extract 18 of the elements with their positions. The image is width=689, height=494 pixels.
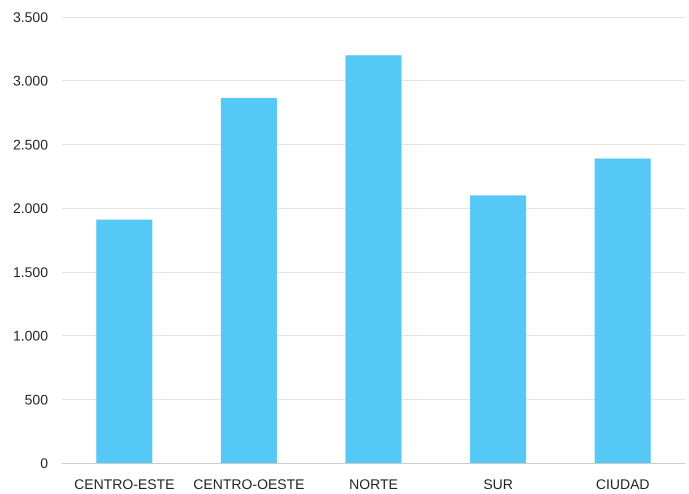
x-tick-label: SUR (483, 476, 513, 492)
bar (594, 158, 651, 463)
bar (470, 195, 526, 463)
x-tick-label: CENTRO-ESTE (74, 476, 174, 492)
x-tick-label: CIUDAD (596, 476, 650, 492)
bar (220, 98, 277, 463)
y-tick-label: 3.500 (12, 9, 48, 25)
bar (345, 55, 402, 463)
y-tick-label: 1.500 (12, 264, 48, 280)
x-tick-label: NORTE (349, 476, 398, 492)
y-tick-label: 1.000 (12, 328, 48, 344)
y-tick-label: 0 (40, 455, 48, 471)
bar (96, 220, 152, 463)
y-tick-label: 2.000 (12, 200, 48, 216)
y-tick-label: 3.000 (12, 72, 48, 89)
y-tick-label: 2.500 (12, 136, 48, 152)
y-tick-label: 500 (24, 391, 48, 408)
x-tick-label: CENTRO-OESTE (193, 476, 305, 492)
